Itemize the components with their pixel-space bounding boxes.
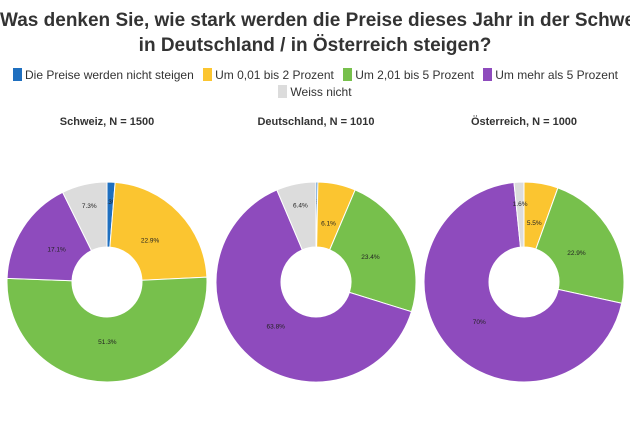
legend-row-2: Weiss nicht — [10, 84, 620, 101]
legend-item-0-2-percent[interactable]: Um 0,01 bis 2 Prozent — [203, 67, 334, 84]
slice-label: 70% — [473, 319, 486, 326]
slice-over-5-percent[interactable] — [6, 191, 93, 282]
slice-0-2-percent[interactable] — [109, 181, 208, 281]
chart-title-line-2: in Deutschland / in Österreich steigen? — [138, 35, 492, 56]
legend-swatch — [278, 85, 288, 98]
legend-label: Um 0,01 bis 2 Prozent — [215, 68, 334, 82]
slice-label: 0.3% — [309, 199, 324, 206]
slice-label: 23.4% — [361, 254, 380, 261]
chart-title: Was denken Sie, wie stark werden die Pre… — [0, 8, 630, 58]
legend-label: Um mehr als 5 Prozent — [495, 68, 618, 82]
legend-swatch — [13, 68, 22, 81]
slice-2-5-percent[interactable] — [329, 189, 417, 313]
slice-label: 1.6% — [513, 201, 528, 208]
legend-label: Die Preise werden nicht steigen — [25, 68, 194, 82]
legend-swatch — [343, 68, 353, 81]
legend-item-not-rising[interactable]: Die Preise werden nicht steigen — [13, 67, 194, 84]
slice-over-5-percent[interactable] — [423, 181, 623, 383]
slice-label: 6.4% — [293, 203, 308, 210]
slice-label: 7.3% — [82, 203, 97, 210]
legend-item-dont-know[interactable]: Weiss nicht — [278, 84, 352, 101]
slice-label: 22.9% — [141, 237, 160, 244]
slice-label: 5.5% — [527, 220, 542, 227]
slice-2-5-percent[interactable] — [535, 187, 625, 304]
legend-label: Um 2,01 bis 5 Prozent — [355, 68, 474, 82]
slice-over-5-percent[interactable] — [215, 189, 413, 383]
legend-item-over-5-percent[interactable]: Um mehr als 5 Prozent — [483, 67, 618, 84]
slice-dont-know[interactable] — [276, 181, 317, 251]
slice-2-5-percent[interactable] — [6, 276, 208, 383]
legend-swatch — [203, 68, 213, 81]
pie-title: Österreich, N = 1000 — [471, 115, 577, 128]
legend-item-2-5-percent[interactable]: Um 2,01 bis 5 Prozent — [343, 67, 474, 84]
slice-label: 63.8% — [267, 324, 286, 331]
slice-dont-know[interactable] — [62, 181, 108, 252]
chart-title-line-1: Was denken Sie, wie stark werden die Pre… — [0, 10, 630, 31]
pie-title: Deutschland, N = 1010 — [257, 116, 374, 128]
slice-label: 6.1% — [321, 220, 336, 227]
legend-label: Weiss nicht — [290, 85, 352, 99]
slice-label: 51.3% — [98, 339, 117, 346]
slice-label: 17.1% — [47, 246, 66, 253]
legend-swatch — [483, 68, 493, 81]
legend-row-1: Die Preise werden nicht steigen Um 0,01 … — [10, 67, 620, 84]
slice-dont-know[interactable] — [513, 181, 525, 248]
legend: Die Preise werden nicht steigen Um 0,01 … — [10, 67, 620, 101]
slice-label: 1.3% — [103, 199, 118, 206]
pie-title: Schweiz, N = 1500 — [60, 116, 154, 128]
slice-label: 22.9% — [567, 250, 586, 257]
